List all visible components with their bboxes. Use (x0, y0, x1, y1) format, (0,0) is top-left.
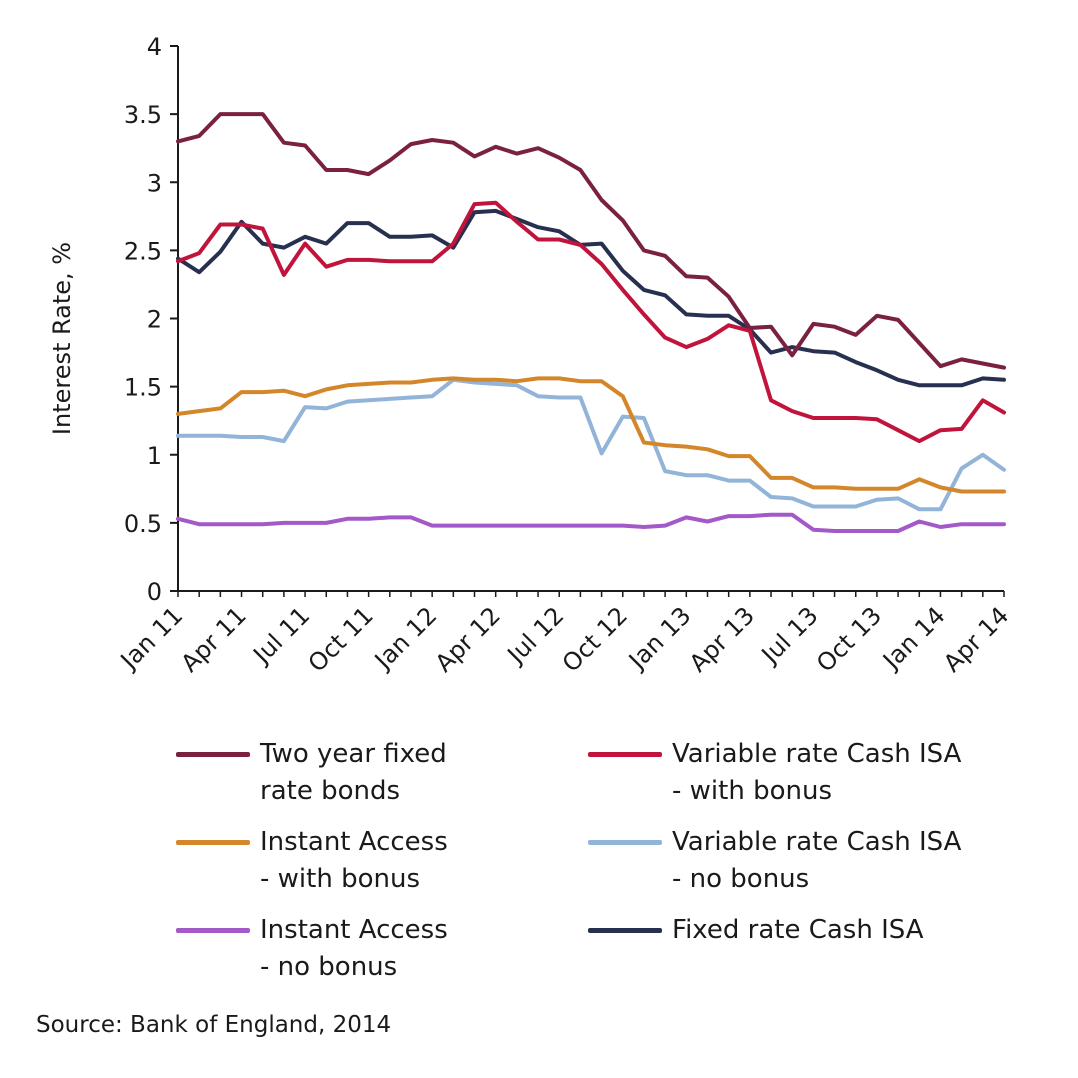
x-tick-label: Apr 12 (430, 601, 506, 677)
y-tick-label: 0.5 (124, 510, 162, 538)
y-tick-label: 2 (147, 306, 162, 334)
legend-label: Variable rate Cash ISA - with bonus (672, 739, 962, 806)
y-tick-label: 1.5 (124, 374, 162, 402)
source-note: Source: Bank of England, 2014 (36, 1012, 392, 1038)
x-tick-label: Jan 14 (876, 601, 950, 675)
legend-label: Instant Access - with bonus (260, 827, 448, 894)
y-axis-title: Interest Rate, % (48, 242, 76, 435)
y-tick-label: 3.5 (124, 101, 162, 129)
x-tick-label: Jan 13 (622, 601, 696, 675)
legend-item-4: Instant Access - no bonus (176, 912, 560, 986)
legend-swatch (588, 752, 662, 757)
x-tick-label: Apr 14 (938, 601, 1014, 677)
y-tick-label: 2.5 (124, 237, 162, 265)
y-axis: 0 0.5 1 1.5 2 2.5 3 3.5 4 (124, 33, 179, 606)
legend-label: Two year fixed rate bonds (260, 739, 447, 806)
legend-swatch (588, 928, 662, 933)
series-line-2 (176, 376, 1006, 494)
legend-item-1: Variable rate Cash ISA - with bonus (588, 736, 972, 810)
series-line-3 (176, 377, 1006, 512)
y-tick-label: 3 (147, 169, 162, 197)
legend-item-3: Variable rate Cash ISA - no bonus (588, 824, 972, 898)
series-line-5 (176, 208, 1006, 388)
legend-swatch (176, 928, 250, 933)
legend-item-0: Two year fixed rate bonds (176, 736, 560, 810)
legend-swatch (176, 752, 250, 757)
legend-item-5: Fixed rate Cash ISA (588, 912, 972, 949)
legend-label: Fixed rate Cash ISA (672, 915, 924, 945)
x-tick-label: Oct 12 (557, 601, 633, 677)
x-tick-label: Apr 11 (176, 601, 252, 677)
series-line-4 (176, 512, 1006, 533)
y-tick-label: 1 (147, 442, 162, 470)
legend-label: Instant Access - no bonus (260, 915, 448, 982)
x-tick-label: Jan 12 (368, 601, 442, 675)
x-tick-label: Oct 11 (303, 601, 379, 677)
series-line-0 (176, 112, 1006, 370)
y-tick-label: 4 (147, 33, 162, 61)
x-tick-label: Jan 11 (114, 601, 188, 675)
x-tick-label: Oct 13 (811, 601, 887, 677)
legend-label: Variable rate Cash ISA - no bonus (672, 827, 962, 894)
legend-swatch (176, 840, 250, 845)
series-line-1 (176, 200, 1006, 444)
x-tick-label: Apr 13 (684, 601, 760, 677)
legend-swatch (588, 840, 662, 845)
series-lines (176, 112, 1006, 533)
legend-item-2: Instant Access - with bonus (176, 824, 560, 898)
y-tick-label: 0 (147, 578, 162, 606)
